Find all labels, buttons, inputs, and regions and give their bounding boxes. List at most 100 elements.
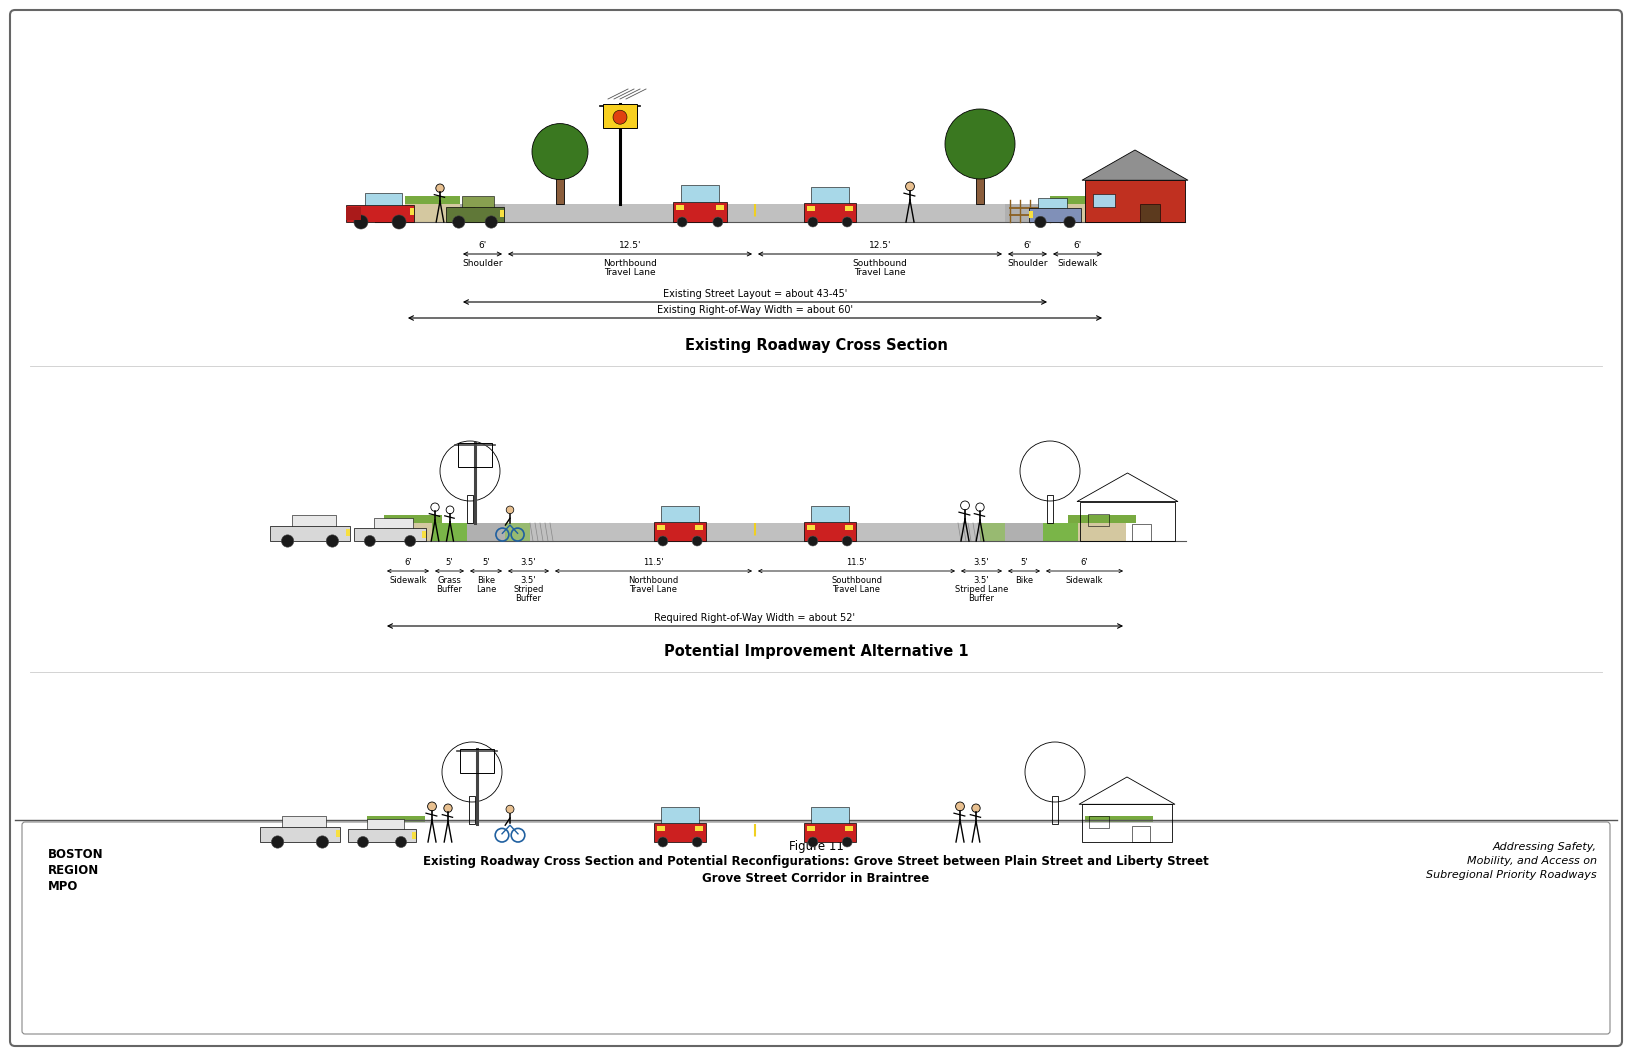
Text: Bike: Bike bbox=[478, 875, 496, 884]
Bar bbox=[805, 203, 857, 222]
Circle shape bbox=[713, 216, 723, 227]
Text: MPO: MPO bbox=[47, 880, 78, 893]
Circle shape bbox=[658, 837, 667, 847]
Circle shape bbox=[506, 806, 514, 813]
Text: Southbound: Southbound bbox=[852, 259, 907, 268]
Bar bbox=[384, 523, 432, 541]
Bar bbox=[805, 522, 857, 541]
Circle shape bbox=[392, 215, 406, 229]
Circle shape bbox=[677, 216, 687, 227]
Text: 5': 5' bbox=[446, 558, 454, 567]
Bar bbox=[1038, 199, 1067, 208]
Text: Grass: Grass bbox=[431, 875, 454, 884]
Bar bbox=[1082, 805, 1172, 842]
Bar bbox=[1049, 204, 1105, 222]
Circle shape bbox=[428, 802, 436, 811]
Text: Lane: Lane bbox=[478, 883, 498, 892]
Circle shape bbox=[692, 837, 702, 847]
FancyBboxPatch shape bbox=[21, 822, 1611, 1034]
Circle shape bbox=[364, 535, 375, 547]
Text: Southbound: Southbound bbox=[836, 875, 885, 884]
Text: Striped Lane: Striped Lane bbox=[955, 585, 1009, 593]
Text: Buffer: Buffer bbox=[516, 593, 542, 603]
Bar bbox=[467, 523, 504, 541]
Bar bbox=[1087, 514, 1108, 527]
Text: Existing Roadway Cross Section: Existing Roadway Cross Section bbox=[684, 338, 948, 353]
Circle shape bbox=[956, 802, 965, 811]
Text: Required Right-of-Way Width = about 60': Required Right-of-Way Width = about 60' bbox=[654, 917, 855, 927]
Bar bbox=[1005, 824, 1040, 842]
Bar bbox=[346, 207, 361, 220]
Bar bbox=[1030, 208, 1080, 222]
Bar bbox=[504, 824, 530, 842]
Bar bbox=[806, 826, 814, 831]
Text: 3.5': 3.5' bbox=[521, 558, 537, 567]
Text: Bike: Bike bbox=[1015, 576, 1033, 585]
Bar bbox=[1048, 495, 1053, 523]
Bar bbox=[1089, 816, 1110, 828]
Text: 2': 2' bbox=[994, 875, 1000, 884]
Bar bbox=[1085, 816, 1152, 824]
Bar bbox=[716, 205, 725, 210]
Text: Grass: Grass bbox=[437, 576, 462, 585]
Bar bbox=[654, 823, 707, 842]
Circle shape bbox=[485, 215, 498, 228]
Text: 12.5': 12.5' bbox=[868, 241, 891, 250]
Text: 6': 6' bbox=[1080, 558, 1089, 567]
Bar bbox=[695, 525, 703, 530]
Bar bbox=[557, 174, 565, 204]
Bar bbox=[415, 824, 470, 842]
Circle shape bbox=[436, 184, 444, 192]
Bar bbox=[845, 826, 854, 831]
Circle shape bbox=[692, 536, 702, 546]
Circle shape bbox=[808, 216, 818, 227]
Text: Sidewalk: Sidewalk bbox=[390, 576, 426, 585]
Circle shape bbox=[465, 204, 475, 214]
Circle shape bbox=[1064, 216, 1075, 228]
Bar bbox=[806, 206, 814, 211]
Text: 2': 2' bbox=[973, 857, 981, 866]
Text: Bike: Bike bbox=[477, 576, 494, 585]
Text: Shoulder: Shoulder bbox=[494, 891, 530, 900]
Text: Potential Improvement Alternative 2: Potential Improvement Alternative 2 bbox=[664, 948, 968, 963]
Circle shape bbox=[842, 536, 852, 546]
Text: Sidewalk: Sidewalk bbox=[1102, 875, 1138, 884]
Circle shape bbox=[271, 836, 284, 848]
Circle shape bbox=[808, 837, 818, 847]
Bar bbox=[432, 523, 467, 541]
Bar bbox=[845, 206, 854, 211]
Text: 6': 6' bbox=[405, 558, 411, 567]
Bar bbox=[681, 185, 720, 202]
Text: Addressing Safety,: Addressing Safety, bbox=[1493, 842, 1598, 852]
Bar bbox=[1079, 523, 1126, 541]
Bar bbox=[405, 196, 460, 204]
Text: Striped: Striped bbox=[514, 585, 543, 593]
Bar bbox=[346, 205, 415, 222]
Circle shape bbox=[317, 836, 328, 848]
Text: Sidewalk: Sidewalk bbox=[374, 875, 410, 884]
Text: 11.5': 11.5' bbox=[850, 857, 870, 866]
Bar bbox=[367, 816, 424, 824]
Circle shape bbox=[405, 535, 416, 547]
Bar bbox=[1043, 523, 1079, 541]
Text: Buffer: Buffer bbox=[436, 585, 462, 593]
Circle shape bbox=[971, 804, 981, 812]
Text: 2': 2' bbox=[530, 875, 537, 884]
Bar bbox=[348, 829, 416, 842]
Bar bbox=[384, 515, 442, 523]
Text: Buffer: Buffer bbox=[968, 593, 994, 603]
Bar bbox=[976, 172, 984, 204]
Text: 2': 2' bbox=[509, 875, 517, 884]
Circle shape bbox=[842, 837, 852, 847]
Text: Northbound: Northbound bbox=[604, 259, 658, 268]
Bar bbox=[654, 522, 707, 541]
Bar bbox=[805, 823, 857, 842]
Circle shape bbox=[326, 534, 338, 547]
Text: BOSTON: BOSTON bbox=[47, 848, 103, 861]
Text: REGION: REGION bbox=[47, 864, 100, 876]
Bar bbox=[405, 204, 460, 222]
Circle shape bbox=[357, 836, 369, 848]
Bar bbox=[455, 212, 472, 220]
Text: 6': 6' bbox=[1115, 857, 1123, 866]
Text: Buffer: Buffer bbox=[431, 883, 455, 892]
